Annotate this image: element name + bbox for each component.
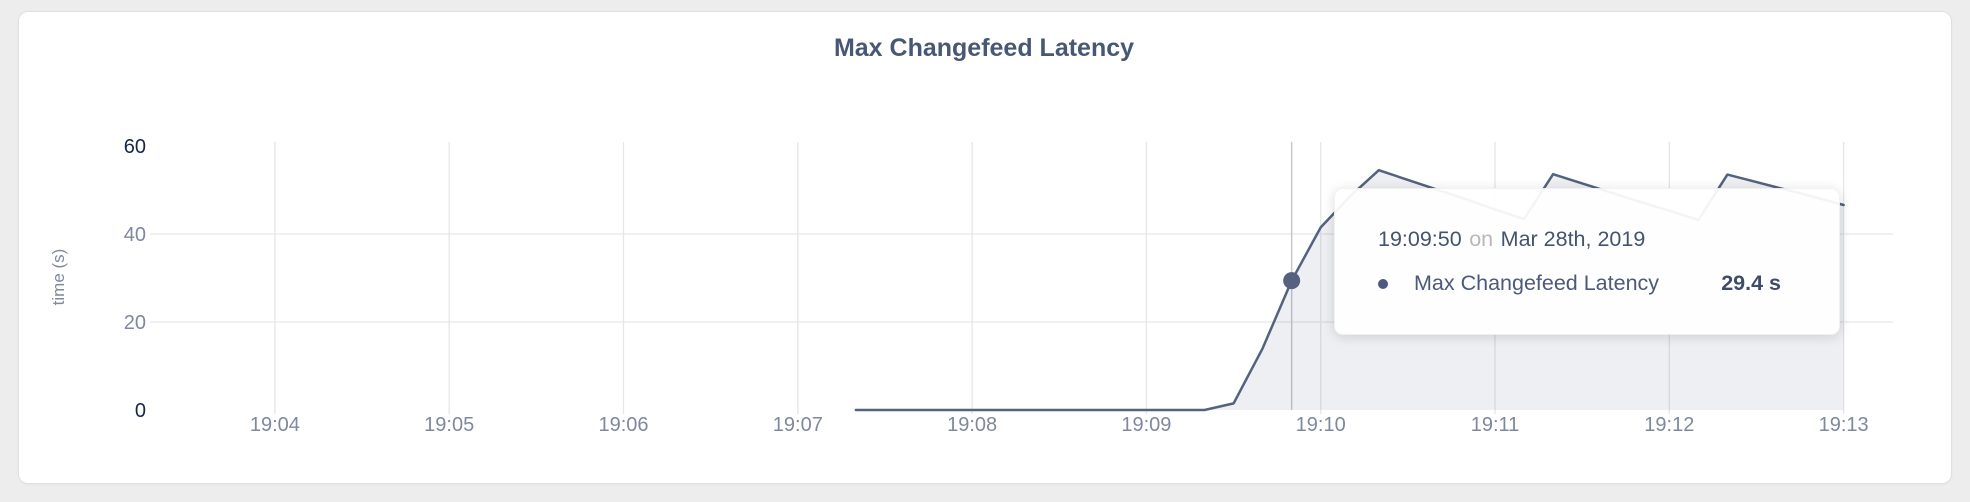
tooltip-date: Mar 28th, 2019 bbox=[1500, 227, 1646, 251]
y-axis-tick-labels: 0 20 40 60 bbox=[124, 136, 146, 422]
x-tick-19:08: 19:08 bbox=[947, 414, 997, 436]
x-tick-19:04: 19:04 bbox=[250, 414, 300, 436]
tooltip-series-row: Max Changefeed Latency 29.4 s bbox=[1378, 271, 1781, 296]
tooltip-series-value: 29.4 s bbox=[1721, 271, 1781, 295]
vertical-gridlines bbox=[274, 142, 1845, 414]
chart-title: Max Changefeed Latency bbox=[833, 34, 1135, 62]
y-tick-20: 20 bbox=[124, 312, 146, 334]
chart-tooltip: 19:09:50 on Mar 28th, 2019 Max Changefeed … bbox=[1334, 188, 1840, 335]
x-tick-19:05: 19:05 bbox=[424, 414, 474, 436]
tooltip-preposition: on bbox=[1469, 227, 1494, 251]
tooltip-series-label: Max Changefeed Latency bbox=[1414, 271, 1660, 295]
x-tick-19:12: 19:12 bbox=[1644, 414, 1694, 436]
tooltip-time: 19:09:50 bbox=[1378, 227, 1462, 251]
series-dot-icon bbox=[1378, 278, 1388, 289]
tooltip-timestamp-row: 19:09:50 on Mar 28th, 2019 bbox=[1378, 227, 1781, 252]
x-axis-tick-labels: 19:04 19:05 19:06 19:07 19:08 19:09 19:10 19:11… bbox=[250, 414, 1869, 436]
x-tick-19:07: 19:07 bbox=[773, 414, 823, 436]
y-axis-title: time (s) bbox=[49, 249, 68, 306]
y-tick-0: 0 bbox=[135, 400, 146, 422]
x-tick-19:13: 19:13 bbox=[1819, 414, 1869, 436]
x-tick-19:10: 19:10 bbox=[1296, 414, 1346, 436]
hover-point-marker bbox=[1283, 272, 1301, 290]
y-tick-40: 40 bbox=[124, 224, 146, 246]
x-tick-19:09: 19:09 bbox=[1121, 414, 1171, 436]
x-tick-19:11: 19:11 bbox=[1471, 414, 1520, 436]
x-tick-19:06: 19:06 bbox=[598, 414, 648, 436]
y-tick-60: 60 bbox=[124, 136, 146, 158]
